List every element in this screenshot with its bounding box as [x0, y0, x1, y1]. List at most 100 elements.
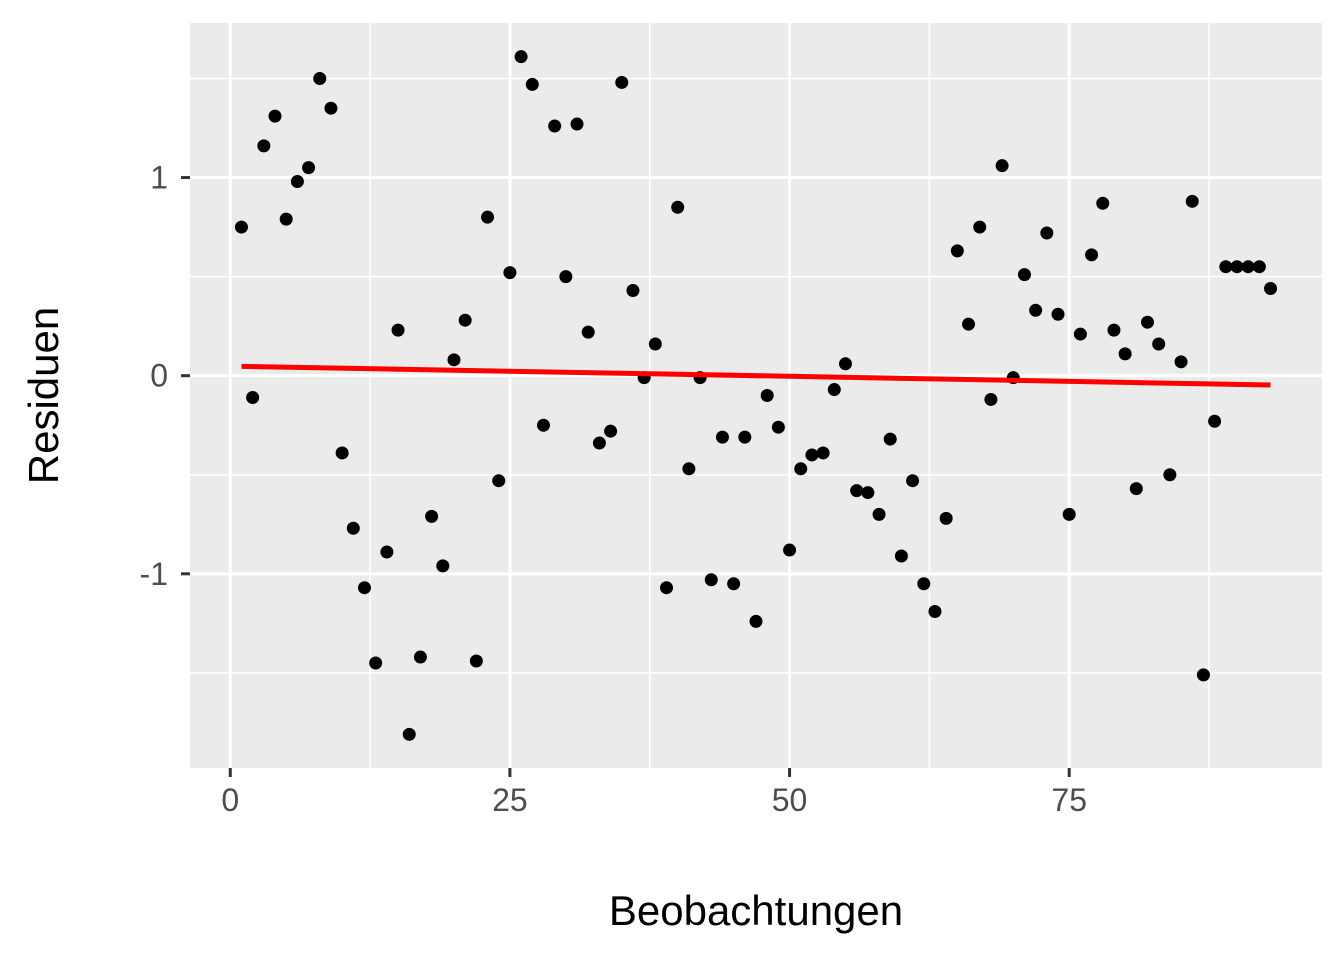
data-point — [1185, 194, 1199, 208]
data-point — [973, 220, 987, 234]
data-point — [626, 283, 640, 297]
data-point — [402, 727, 416, 741]
data-point — [783, 543, 797, 557]
data-point — [906, 474, 920, 488]
data-point — [469, 654, 483, 668]
data-point — [514, 50, 528, 64]
x-tick-label: 75 — [1051, 782, 1087, 818]
data-point — [559, 270, 573, 284]
data-point — [738, 430, 752, 444]
data-point — [335, 446, 349, 460]
data-point — [525, 77, 539, 91]
data-point — [928, 604, 942, 618]
data-point — [436, 559, 450, 573]
data-point — [413, 650, 427, 664]
data-point — [894, 549, 908, 563]
data-point — [458, 313, 472, 327]
data-point — [313, 71, 327, 85]
data-point — [671, 200, 685, 214]
data-point — [1264, 282, 1278, 296]
x-axis-title: Beobachtungen — [609, 887, 903, 934]
data-point — [302, 161, 316, 175]
data-point — [1252, 260, 1266, 274]
data-point — [604, 424, 618, 438]
data-point — [592, 436, 606, 450]
data-point — [727, 577, 741, 591]
data-point — [1040, 226, 1054, 240]
data-point — [570, 117, 584, 131]
data-point — [268, 109, 282, 123]
data-point — [425, 509, 439, 523]
data-point — [1196, 668, 1210, 682]
x-tick-label: 50 — [772, 782, 808, 818]
data-point — [1129, 482, 1143, 496]
x-tick-label: 0 — [221, 782, 239, 818]
data-point — [1241, 260, 1255, 274]
data-point — [760, 389, 774, 402]
data-point — [357, 581, 371, 595]
data-point — [1107, 323, 1121, 337]
data-point — [1017, 268, 1031, 282]
data-point — [771, 420, 785, 434]
data-point — [715, 430, 729, 444]
x-tick-label: 25 — [492, 782, 528, 818]
data-point — [279, 212, 293, 226]
data-point — [1219, 260, 1233, 274]
data-point — [1029, 303, 1043, 317]
data-point — [827, 383, 841, 397]
data-point — [1096, 196, 1110, 210]
data-point — [962, 317, 976, 331]
data-point — [1152, 337, 1166, 351]
data-point — [1062, 507, 1076, 521]
data-point — [290, 175, 304, 189]
data-point — [917, 577, 931, 591]
data-point — [1051, 307, 1065, 321]
data-point — [984, 392, 998, 406]
data-point — [1141, 315, 1155, 329]
data-point — [872, 507, 886, 521]
data-point — [1085, 248, 1099, 262]
data-point — [536, 418, 550, 432]
data-point — [391, 323, 405, 337]
data-point — [234, 220, 248, 234]
data-point — [369, 656, 383, 670]
minor-gridlines — [190, 23, 1322, 768]
data-point — [380, 545, 394, 559]
plot-panel — [190, 23, 1322, 768]
data-point — [883, 432, 897, 446]
data-point — [1230, 260, 1244, 274]
data-point — [246, 390, 260, 404]
data-point — [447, 353, 461, 367]
data-point — [1208, 414, 1222, 428]
data-point — [950, 244, 964, 258]
data-point — [615, 75, 629, 89]
data-point — [850, 484, 864, 498]
data-point — [704, 573, 718, 587]
y-axis: -1 0 1 — [140, 160, 190, 592]
y-axis-title: Residuen — [20, 307, 67, 484]
data-point — [548, 119, 562, 133]
data-point — [794, 462, 808, 476]
y-tick-label: 1 — [150, 160, 168, 196]
y-tick-label: 0 — [150, 358, 168, 394]
data-point — [682, 462, 696, 476]
data-point — [648, 337, 662, 351]
data-point — [503, 266, 517, 280]
data-point — [660, 581, 674, 595]
data-point — [1163, 468, 1177, 482]
data-point — [838, 357, 852, 371]
data-point — [1174, 355, 1188, 369]
data-point — [492, 474, 506, 488]
data-point — [805, 448, 819, 462]
data-point — [861, 486, 875, 500]
data-point — [257, 139, 271, 153]
data-point — [324, 101, 338, 115]
y-tick-label: -1 — [140, 556, 168, 592]
data-point — [749, 614, 763, 628]
data-point — [581, 325, 595, 339]
data-point — [346, 521, 360, 535]
data-point — [816, 446, 830, 460]
trend-line — [241, 363, 1271, 388]
data-point — [995, 159, 1009, 173]
